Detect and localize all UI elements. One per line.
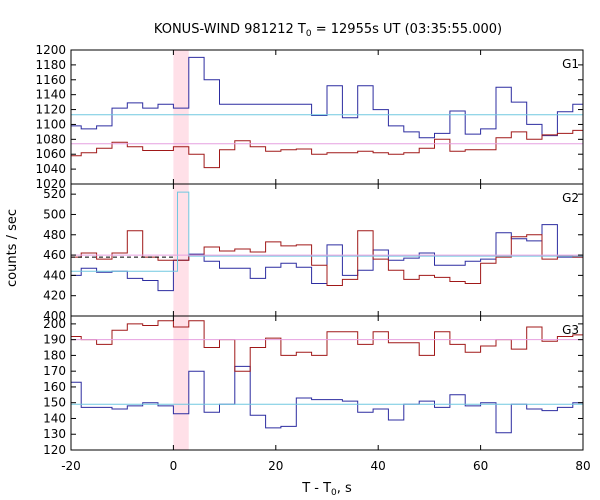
panel-g2-label: G2 <box>562 191 579 205</box>
panel-g1-ytick-label-1160: 1160 <box>35 73 66 87</box>
panel-g3-ytick-label-120: 120 <box>43 443 66 457</box>
chart-title-subscript: 0 <box>306 29 312 39</box>
panel-g3-ytick-label-200: 200 <box>43 317 66 331</box>
panel-g3-frame <box>70 315 584 451</box>
panel-g3-ytick-label-160: 160 <box>43 380 66 394</box>
chart-title-main: KONUS-WIND 981212 T <box>154 22 306 37</box>
x-axis-label: T - T0, s <box>301 481 352 498</box>
chart-title-rest: = 12955s UT (03:35:55.000) <box>312 22 502 37</box>
panel-g3-ytick-label-130: 130 <box>43 427 66 441</box>
panel-g1-series-red-1 <box>71 129 583 169</box>
xtick-label-0: 0 <box>170 459 178 473</box>
xtick-label-80: 80 <box>575 459 590 473</box>
panel-g1-ytick-label-1080: 1080 <box>35 132 66 146</box>
highlight-band <box>173 50 189 450</box>
panel-g1-ytick-label-1180: 1180 <box>35 58 66 72</box>
panel-g2-ytick-label-520: 520 <box>43 187 66 201</box>
xtick-label-20: 20 <box>268 459 283 473</box>
panel-g3-series-blue-0 <box>71 365 583 434</box>
panel-g3-ytick-label-150: 150 <box>43 396 66 410</box>
x-axis-label-main: T - T <box>301 481 331 496</box>
panel-g3-ytick-label-140: 140 <box>43 411 66 425</box>
panel-g1-ytick-label-1060: 1060 <box>35 147 66 161</box>
panel-g3-ytick-label-170: 170 <box>43 364 66 378</box>
panel-g2-ytick-label-400: 400 <box>43 309 66 323</box>
panel-g2-ytick-label-460: 460 <box>43 248 66 262</box>
x-axis-label-rest: , s <box>337 481 352 496</box>
panel-g2-ytick-label-420: 420 <box>43 289 66 303</box>
y-axis-label: counts / sec <box>5 209 20 287</box>
panel-g2-ytick-label-440: 440 <box>43 268 66 282</box>
panel-g1-series-blue-0 <box>71 56 583 139</box>
panel-g1-ytick-label-1040: 1040 <box>35 162 66 176</box>
panel-g1-frame <box>70 49 584 185</box>
panel-g1-ytick-label-1100: 1100 <box>35 117 66 131</box>
panel-g3-label: G3 <box>562 323 579 337</box>
panel-g1-ytick-label-1020: 1020 <box>35 177 66 191</box>
x-axis-label-subscript: 0 <box>331 488 337 498</box>
panel-g3-ytick-label-190: 190 <box>43 333 66 347</box>
xtick-label--20: -20 <box>61 459 81 473</box>
panel-g1-ytick-label-1200: 1200 <box>35 43 66 57</box>
plot-area: 1020104010601080110011201140116011801200… <box>35 43 590 473</box>
xtick-label-60: 60 <box>473 459 488 473</box>
panel-g3-series-red-1 <box>71 320 583 372</box>
panel-g1-ytick-label-1120: 1120 <box>35 103 66 117</box>
panel-g1-label: G1 <box>562 57 579 71</box>
panel-g3-ytick-label-180: 180 <box>43 348 66 362</box>
chart-title: KONUS-WIND 981212 T0 = 12955s UT (03:35:… <box>154 22 502 39</box>
panel-g2-series-cyan-2 <box>71 191 583 272</box>
panel-g2-ytick-label-480: 480 <box>43 228 66 242</box>
panel-g2-ytick-label-500: 500 <box>43 207 66 221</box>
panel-g1-ytick-label-1140: 1140 <box>35 88 66 102</box>
xtick-label-40: 40 <box>371 459 386 473</box>
